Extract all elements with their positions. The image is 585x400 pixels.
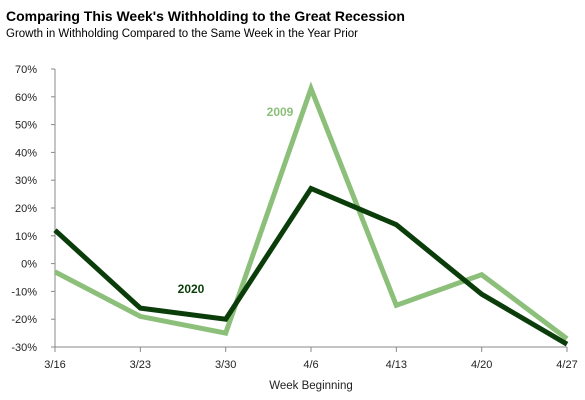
y-tick-label: 30% xyxy=(15,175,37,187)
x-tick-label: 4/13 xyxy=(386,359,407,371)
y-tick-label: 20% xyxy=(15,203,37,215)
x-tick-label: 3/30 xyxy=(215,359,236,371)
x-axis: 3/16 3/23 3/30 4/6 4/13 4/20 4/27 xyxy=(44,346,578,371)
series-label-2009: 2009 xyxy=(267,105,294,119)
x-axis-label: Week Beginning xyxy=(269,380,353,392)
chart-title: Comparing This Week's Withholding to the… xyxy=(6,8,405,24)
x-tick-label: 4/27 xyxy=(556,359,577,371)
y-tick-label: 70% xyxy=(15,64,37,76)
series-line-2009 xyxy=(53,81,569,341)
y-tick-label: 60% xyxy=(15,92,37,104)
x-tick-label: 4/6 xyxy=(303,359,318,371)
x-tick-label: 3/16 xyxy=(44,359,65,371)
y-tick-label: 10% xyxy=(15,231,37,243)
series-lines xyxy=(53,81,569,347)
y-tick-label: -30% xyxy=(11,342,37,354)
y-tick-label: 0% xyxy=(21,259,37,271)
series-line-2020 xyxy=(53,185,569,347)
y-tick-label: -10% xyxy=(11,286,37,298)
x-tick-label: 3/23 xyxy=(130,359,151,371)
series-labels: 2009 2020 xyxy=(178,105,294,296)
x-tick-label: 4/20 xyxy=(471,359,492,371)
series-label-2020: 2020 xyxy=(178,282,205,296)
y-tick-label: 40% xyxy=(15,147,37,159)
chart-subtitle: Growth in Withholding Compared to the Sa… xyxy=(6,28,358,40)
y-tick-label: -20% xyxy=(11,314,37,326)
y-tick-label: 50% xyxy=(15,120,37,132)
y-axis: -30% -20% -10% 0% 10% 20% 30% 40% 50% 60% 70% xyxy=(11,64,56,354)
